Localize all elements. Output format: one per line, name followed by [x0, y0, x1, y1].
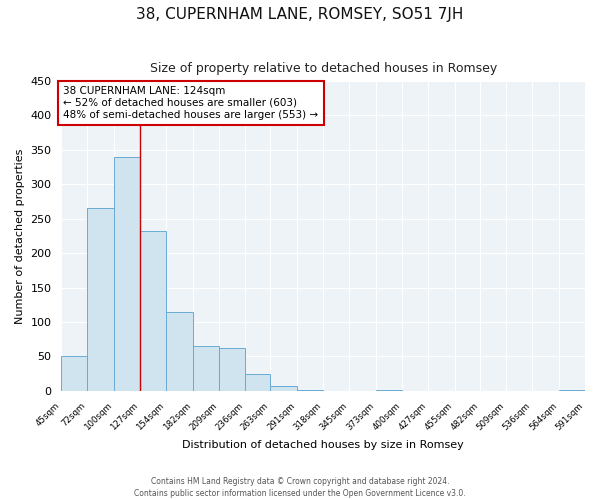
Bar [218, 348, 245, 391]
Bar [298, 390, 323, 391]
Text: 38, CUPERNHAM LANE, ROMSEY, SO51 7JH: 38, CUPERNHAM LANE, ROMSEY, SO51 7JH [136, 8, 464, 22]
Bar [376, 390, 402, 391]
Text: Contains HM Land Registry data © Crown copyright and database right 2024.
Contai: Contains HM Land Registry data © Crown c… [134, 476, 466, 498]
Bar [140, 231, 166, 391]
Bar [61, 356, 87, 391]
Bar [245, 374, 271, 391]
Text: 38 CUPERNHAM LANE: 124sqm
← 52% of detached houses are smaller (603)
48% of semi: 38 CUPERNHAM LANE: 124sqm ← 52% of detac… [64, 86, 319, 120]
Y-axis label: Number of detached properties: Number of detached properties [15, 148, 25, 324]
Bar [166, 312, 193, 391]
X-axis label: Distribution of detached houses by size in Romsey: Distribution of detached houses by size … [182, 440, 464, 450]
Title: Size of property relative to detached houses in Romsey: Size of property relative to detached ho… [149, 62, 497, 76]
Bar [114, 156, 140, 391]
Bar [559, 390, 585, 391]
Bar [193, 346, 218, 391]
Bar [271, 386, 298, 391]
Bar [87, 208, 114, 391]
